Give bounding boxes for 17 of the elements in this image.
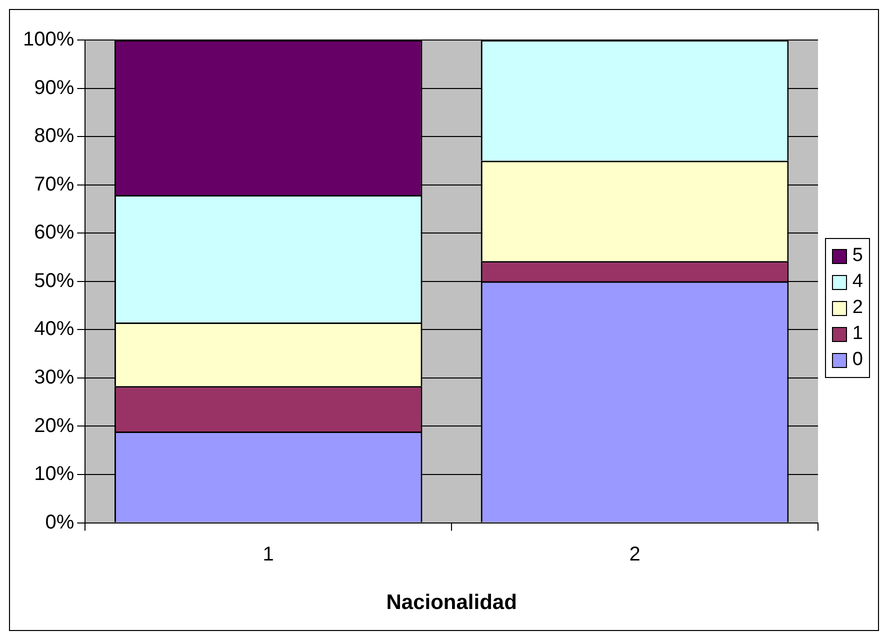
- y-tick-label: 100%: [22, 28, 74, 51]
- y-tick-label: 10%: [34, 463, 74, 486]
- y-tick-label: 80%: [34, 125, 74, 148]
- y-tick-label: 60%: [34, 222, 74, 244]
- y-tick-label: 0%: [45, 511, 74, 534]
- legend-label: 5: [852, 245, 863, 267]
- y-tick-label: 90%: [34, 76, 74, 99]
- y-tick-label: 40%: [34, 318, 74, 340]
- y-tick-label: 30%: [34, 366, 74, 388]
- y-tick-label: 70%: [34, 173, 74, 196]
- y-tick-label: 20%: [34, 414, 74, 437]
- legend-label: 1: [852, 323, 863, 345]
- legend-label: 4: [852, 271, 863, 293]
- x-axis-title: Nacionalidad: [386, 591, 517, 614]
- y-tick-label: 50%: [34, 270, 74, 292]
- legend-label: 0: [852, 349, 863, 371]
- legend-label: 2: [852, 297, 863, 319]
